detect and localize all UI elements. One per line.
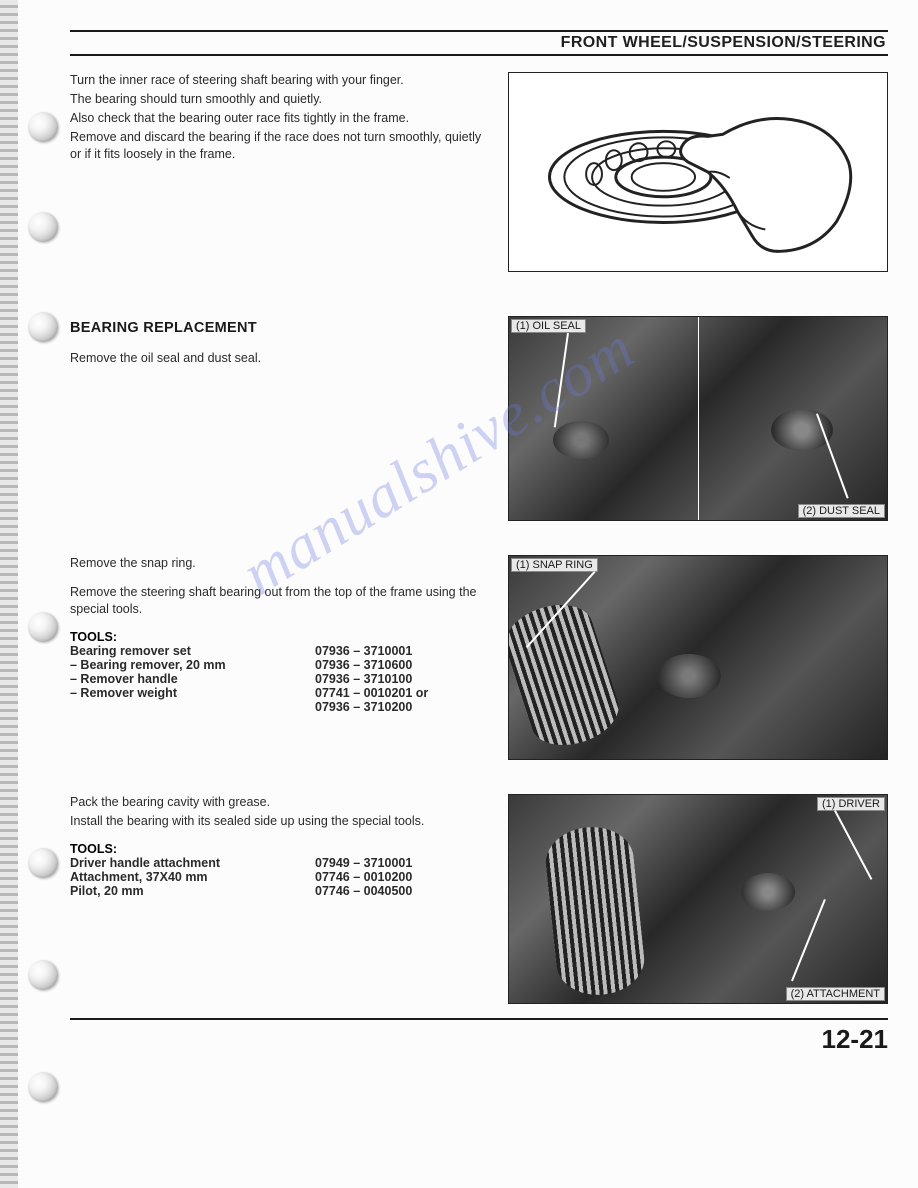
binder-hole xyxy=(28,612,58,642)
body-text: Also check that the bearing outer race f… xyxy=(70,110,486,127)
body-text: The bearing should turn smoothly and qui… xyxy=(70,91,486,108)
binder-hole xyxy=(28,112,58,142)
tool-code: 07936 – 3710001 xyxy=(315,644,412,658)
figure-bearing-finger xyxy=(508,72,888,272)
tools-heading: TOOLS: xyxy=(70,842,486,856)
spiral-binding xyxy=(0,0,18,1188)
tool-name: – Remover handle xyxy=(70,672,315,686)
tool-code: 07949 – 3710001 xyxy=(315,856,412,870)
binder-hole xyxy=(28,848,58,878)
header-bar: FRONT WHEEL/SUSPENSION/STEERING xyxy=(70,30,888,56)
tool-code: 07936 – 3710600 xyxy=(315,658,412,672)
body-text: Remove the snap ring. xyxy=(70,555,486,572)
body-text: Pack the bearing cavity with grease. xyxy=(70,794,486,811)
tool-code: 07936 – 3710100 xyxy=(315,672,412,686)
figure-label: (1) OIL SEAL xyxy=(511,319,586,333)
figure-snap-ring: (1) SNAP RING xyxy=(508,555,888,760)
page-number: 12-21 xyxy=(70,1020,888,1055)
body-text: Remove and discard the bearing if the ra… xyxy=(70,129,486,163)
tool-code: 07746 – 0010200 xyxy=(315,870,412,884)
figure-oil-dust-seal: (1) OIL SEAL (2) DUST SEAL xyxy=(508,316,888,521)
body-text: Remove the oil seal and dust seal. xyxy=(70,350,486,367)
tool-name: Pilot, 20 mm xyxy=(70,884,315,898)
figure-driver-attachment: (1) DRIVER (2) ATTACHMENT xyxy=(508,794,888,1004)
body-text: Turn the inner race of steering shaft be… xyxy=(70,72,486,89)
tool-name: – Remover weight xyxy=(70,686,315,700)
figure-label: (1) DRIVER xyxy=(817,797,885,811)
tool-name: Bearing remover set xyxy=(70,644,315,658)
binder-hole xyxy=(28,212,58,242)
binder-hole xyxy=(28,312,58,342)
tool-name: – Bearing remover, 20 mm xyxy=(70,658,315,672)
binder-hole xyxy=(28,960,58,990)
page-header-title: FRONT WHEEL/SUSPENSION/STEERING xyxy=(561,34,888,51)
binder-hole xyxy=(28,1072,58,1102)
body-text: Install the bearing with its sealed side… xyxy=(70,813,486,830)
tool-name: Attachment, 37X40 mm xyxy=(70,870,315,884)
tool-code: 07746 – 0040500 xyxy=(315,884,412,898)
figure-label: (2) ATTACHMENT xyxy=(786,987,885,1001)
figure-label: (1) SNAP RING xyxy=(511,558,598,572)
section-heading: BEARING REPLACEMENT xyxy=(70,320,486,336)
figure-label: (2) DUST SEAL xyxy=(798,504,885,518)
tool-name: Driver handle attachment xyxy=(70,856,315,870)
tools-heading: TOOLS: xyxy=(70,630,486,644)
tool-name xyxy=(70,700,315,714)
page-content: FRONT WHEEL/SUSPENSION/STEERING manualsh… xyxy=(70,30,888,1168)
tool-code: 07936 – 3710200 xyxy=(315,700,412,714)
body-text: Remove the steering shaft bearing out fr… xyxy=(70,584,486,618)
tool-code: 07741 – 0010201 or xyxy=(315,686,428,700)
